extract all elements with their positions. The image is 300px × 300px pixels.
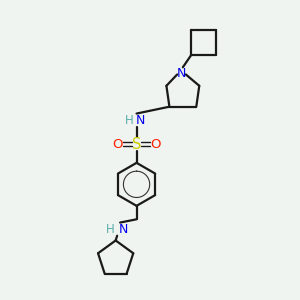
Text: H: H [106,223,115,236]
Text: N: N [118,223,128,236]
Text: O: O [112,137,122,151]
Text: S: S [132,136,141,152]
Text: N: N [136,114,145,127]
Text: H: H [125,114,134,127]
Text: O: O [150,137,160,151]
Text: N: N [177,68,186,80]
